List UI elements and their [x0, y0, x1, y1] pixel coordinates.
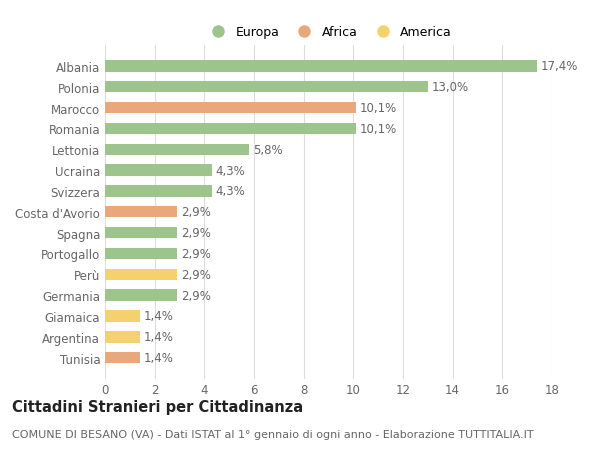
Bar: [105, 103, 356, 114]
Bar: [105, 186, 212, 197]
Bar: [105, 207, 177, 218]
Bar: [105, 144, 249, 156]
Bar: [105, 311, 140, 322]
Bar: [105, 248, 177, 260]
Text: 2,9%: 2,9%: [181, 289, 211, 302]
Bar: [105, 82, 428, 93]
Text: 17,4%: 17,4%: [541, 60, 578, 73]
Text: 13,0%: 13,0%: [431, 81, 469, 94]
Text: 1,4%: 1,4%: [143, 310, 173, 323]
Bar: [105, 290, 177, 301]
Text: 10,1%: 10,1%: [359, 123, 397, 135]
Legend: Europa, Africa, America: Europa, Africa, America: [202, 22, 455, 43]
Text: Cittadini Stranieri per Cittadinanza: Cittadini Stranieri per Cittadinanza: [12, 399, 303, 414]
Text: COMUNE DI BESANO (VA) - Dati ISTAT al 1° gennaio di ogni anno - Elaborazione TUT: COMUNE DI BESANO (VA) - Dati ISTAT al 1°…: [12, 429, 533, 439]
Text: 1,4%: 1,4%: [143, 351, 173, 364]
Bar: [105, 61, 537, 73]
Bar: [105, 331, 140, 343]
Bar: [105, 269, 177, 280]
Bar: [105, 352, 140, 364]
Text: 2,9%: 2,9%: [181, 247, 211, 260]
Bar: [105, 227, 177, 239]
Text: 2,9%: 2,9%: [181, 227, 211, 240]
Text: 4,3%: 4,3%: [215, 164, 245, 177]
Text: 5,8%: 5,8%: [253, 143, 283, 157]
Text: 2,9%: 2,9%: [181, 206, 211, 219]
Text: 10,1%: 10,1%: [359, 102, 397, 115]
Text: 1,4%: 1,4%: [143, 330, 173, 343]
Bar: [105, 165, 212, 176]
Text: 4,3%: 4,3%: [215, 185, 245, 198]
Bar: [105, 123, 356, 135]
Text: 2,9%: 2,9%: [181, 268, 211, 281]
